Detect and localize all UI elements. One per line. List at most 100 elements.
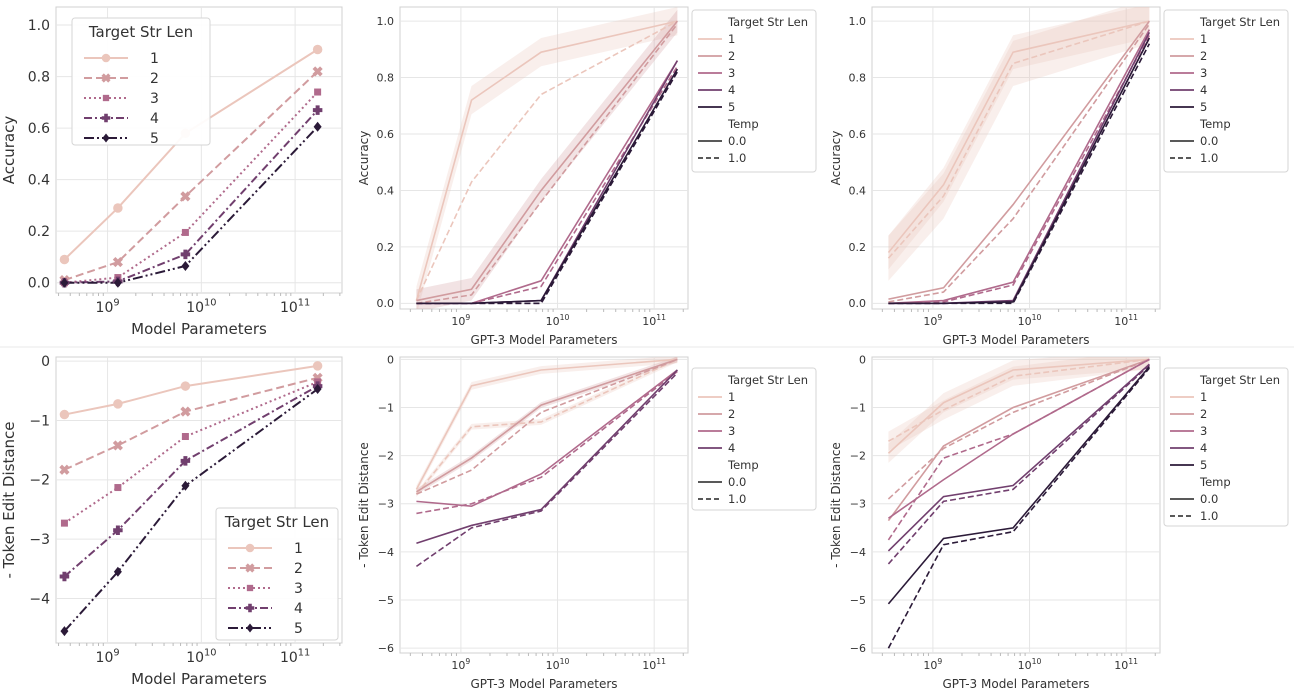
legend-label-5: 5 <box>1200 458 1207 472</box>
series-line-1-temp-1.0 <box>415 20 678 301</box>
legend: Target Str Len 1 2 3 4 5 <box>71 17 211 147</box>
y-axis-label: - Token Edit Distance <box>0 421 18 578</box>
y-tick-label: −4 <box>378 546 394 559</box>
legend-box <box>691 9 817 173</box>
legend-label-4: 4 <box>728 83 735 97</box>
legend-style-title: Temp <box>727 117 759 131</box>
series-line-3-temp-1.0 <box>887 358 1150 541</box>
legend-label-5: 5 <box>150 131 159 147</box>
data-point-3 <box>181 228 189 236</box>
x-tick-label: 1011 <box>1114 657 1138 672</box>
x-tick-label: 1010 <box>546 313 570 328</box>
x-axis-label: Model Parameters <box>131 320 267 338</box>
data-point-3 <box>314 88 322 96</box>
y-tick-label: 0.6 <box>849 128 867 141</box>
legend-title: Target Str Len <box>727 15 808 29</box>
x-axis-label: GPT-3 Model Parameters <box>942 333 1089 347</box>
series-line-3-temp-1.0 <box>416 370 678 515</box>
x-tick-label: 1011 <box>1114 313 1138 328</box>
data-point-3 <box>60 519 68 527</box>
series-layer <box>887 7 1151 305</box>
legend-label-5: 5 <box>294 621 303 637</box>
data-point-1 <box>59 409 70 420</box>
data-point-1 <box>59 254 70 265</box>
legend-title: Target Str Len <box>88 23 193 41</box>
data-point-1 <box>312 361 323 371</box>
legend-label-4: 4 <box>1200 83 1207 97</box>
chart-p1: 0.0 0.2 0.4 0.6 0.8 1.0 109 1010 1011 Model Param… <box>0 6 343 338</box>
series-line-4-temp-1.0 <box>415 372 678 568</box>
series-line-2-temp-0.0 <box>887 358 1150 522</box>
legend-marker-1 <box>245 543 255 553</box>
legend-label-1: 1 <box>1200 390 1207 404</box>
legend-label-1: 1 <box>728 390 735 404</box>
data-point-5 <box>60 626 69 637</box>
x-axis-label: GPT-3 Model Parameters <box>470 677 617 691</box>
data-point-5 <box>313 384 322 395</box>
legend-style-title: Temp <box>1199 117 1231 131</box>
legend-title: Target Str Len <box>1199 15 1280 29</box>
y-axis-label: - Token Edit Distance <box>829 442 843 568</box>
legend-label-4: 4 <box>728 441 735 455</box>
series-line-2-temp-0.0 <box>416 358 678 493</box>
x-axis-label: GPT-3 Model Parameters <box>470 333 617 347</box>
y-tick-label: 0.2 <box>849 241 867 254</box>
series-line-4-temp-0.0 <box>887 363 1150 552</box>
y-tick-label: 0.0 <box>849 297 867 310</box>
data-point-3 <box>114 484 122 492</box>
series-line-5 <box>64 126 319 284</box>
legend-marker-5 <box>246 623 254 633</box>
y-tick-label: 0.4 <box>377 184 395 197</box>
ci-band-1 <box>888 357 1150 463</box>
data-point-2 <box>112 257 123 268</box>
legend-marker-3 <box>102 94 110 102</box>
legend-label-3: 3 <box>294 581 303 597</box>
y-tick-label: −1 <box>29 413 50 429</box>
data-point-2 <box>112 440 123 451</box>
y-tick-label: −4 <box>29 591 50 607</box>
legend-marker-5 <box>102 133 110 143</box>
series-line-2-temp-1.0 <box>416 358 678 495</box>
plot-area <box>399 6 689 310</box>
series-line-2-temp-0.0 <box>416 20 678 302</box>
data-point-4 <box>180 249 191 260</box>
data-point-4 <box>180 456 191 466</box>
series-layer <box>887 357 1150 649</box>
y-tick-label: 1.0 <box>377 15 395 28</box>
legend: Target Str Len 1 2 3 4 5 Temp 0.0 1.0 <box>1163 9 1289 173</box>
legend-label-5: 5 <box>728 100 735 114</box>
series-line-3 <box>63 380 319 524</box>
legend-marker-4 <box>101 113 111 123</box>
series-layer <box>63 48 319 284</box>
y-axis-label: Accuracy <box>829 131 843 186</box>
legend-label-1: 1 <box>728 32 735 46</box>
x-tick-label: 1010 <box>1018 657 1042 672</box>
legend-style-label-1.0: 1.0 <box>728 492 746 506</box>
x-tick-label: 1011 <box>642 657 666 672</box>
x-axis-label: Model Parameters <box>131 670 267 688</box>
y-tick-label: 0.4 <box>28 173 50 189</box>
legend-label-2: 2 <box>150 71 159 87</box>
x-tick-label: 109 <box>923 657 942 672</box>
series-line-1-temp-0.0 <box>887 20 1150 254</box>
legend-label-3: 3 <box>150 91 159 107</box>
chart-p4: 0 −1 −2 −3 −4 109 1010 1011 Model Parameters - To… <box>0 354 343 688</box>
x-tick-label: 1011 <box>280 298 310 316</box>
ci-band-2 <box>416 357 678 495</box>
legend-label-1: 1 <box>294 541 303 557</box>
legend-label-1: 1 <box>1200 32 1207 46</box>
series-line-2-temp-1.0 <box>888 23 1151 303</box>
ci-band-1 <box>416 357 678 498</box>
y-axis-label: Accuracy <box>0 116 18 185</box>
y-tick-label: 0.0 <box>377 297 395 310</box>
legend-box <box>71 17 211 146</box>
legend-label-3: 3 <box>1200 66 1207 80</box>
y-tick-label: 0 <box>41 354 50 370</box>
legend-style-label-0.0: 0.0 <box>1200 134 1218 148</box>
x-tick-label: 1010 <box>186 298 216 316</box>
legend-marker-2 <box>101 73 111 83</box>
x-tick-label: 1010 <box>186 648 216 666</box>
series-line-2 <box>64 70 319 282</box>
legend-label-2: 2 <box>294 561 303 577</box>
data-point-4 <box>113 525 123 536</box>
